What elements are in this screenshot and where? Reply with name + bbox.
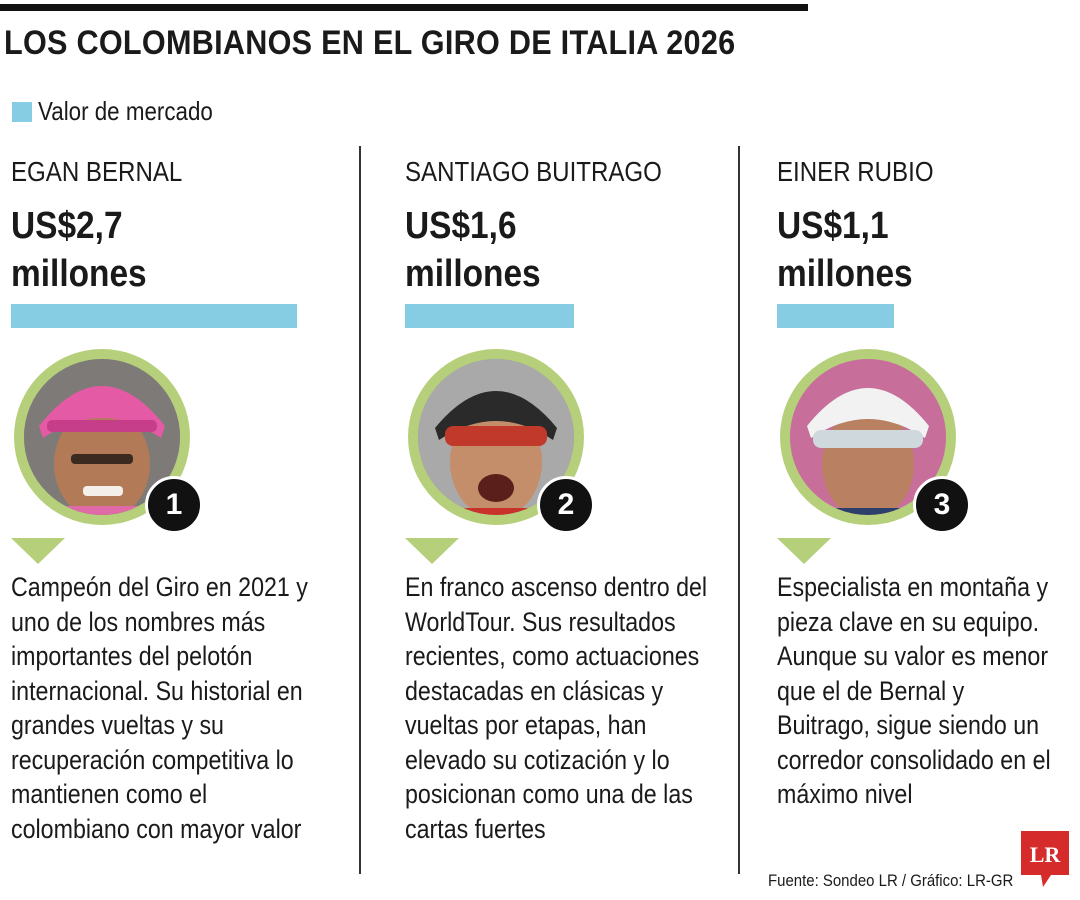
rider-photo: 1 bbox=[11, 346, 203, 534]
legend-label: Valor de mercado bbox=[38, 96, 213, 126]
value-bar bbox=[777, 304, 894, 328]
rider-name: SANTIAGO BUITRAGO bbox=[405, 156, 662, 187]
rider-name: EGAN BERNAL bbox=[11, 156, 183, 187]
legend: Valor de mercado bbox=[12, 96, 241, 127]
rider-photo: 3 bbox=[777, 346, 971, 534]
value-bar bbox=[405, 304, 575, 328]
rider-value: US$1,1 millones bbox=[777, 205, 913, 295]
rider-portrait-1 bbox=[14, 349, 190, 525]
pointer-triangle bbox=[777, 538, 831, 564]
rider-name: EINER RUBIO bbox=[777, 156, 934, 187]
pointer-triangle bbox=[11, 538, 65, 564]
rider-description: Especialista en montaña y pieza clave en … bbox=[777, 572, 1051, 809]
source-note: Fuente: Sondeo LR / Gráfico: LR-GR bbox=[768, 871, 1014, 890]
top-rule bbox=[0, 4, 808, 11]
column-divider bbox=[738, 146, 740, 874]
rank-badge: 1 bbox=[145, 476, 203, 534]
rider-column-3: EINER RUBIO US$1,1 millones 3 Especialis… bbox=[777, 150, 1077, 870]
lr-logo: LR bbox=[1021, 831, 1069, 887]
rank-badge: 2 bbox=[537, 476, 595, 534]
rider-value: US$1,6 millones bbox=[405, 205, 541, 295]
rider-column-2: SANTIAGO BUITRAGO US$1,6 millones 2 En f… bbox=[405, 150, 735, 870]
column-divider bbox=[359, 146, 361, 874]
legend-swatch bbox=[12, 101, 32, 122]
rider-description: Campeón del Giro en 2021 y uno de los nom… bbox=[11, 572, 308, 844]
rider-value: US$2,7 millones bbox=[11, 205, 147, 295]
rank-badge: 3 bbox=[913, 476, 971, 534]
rider-description: En franco ascenso dentro del WorldTour. S… bbox=[405, 572, 708, 844]
pointer-triangle bbox=[405, 538, 459, 564]
rider-column-1: EGAN BERNAL US$2,7 millones 1 Campeón de… bbox=[11, 150, 341, 870]
rider-portrait-3 bbox=[780, 349, 956, 525]
chart-title: LOS COLOMBIANOS EN EL GIRO DE ITALIA 202… bbox=[4, 24, 736, 62]
rider-portrait-2 bbox=[408, 349, 584, 525]
value-bar bbox=[11, 304, 297, 328]
rider-photo: 2 bbox=[405, 346, 595, 534]
svg-text:LR: LR bbox=[1030, 842, 1062, 867]
